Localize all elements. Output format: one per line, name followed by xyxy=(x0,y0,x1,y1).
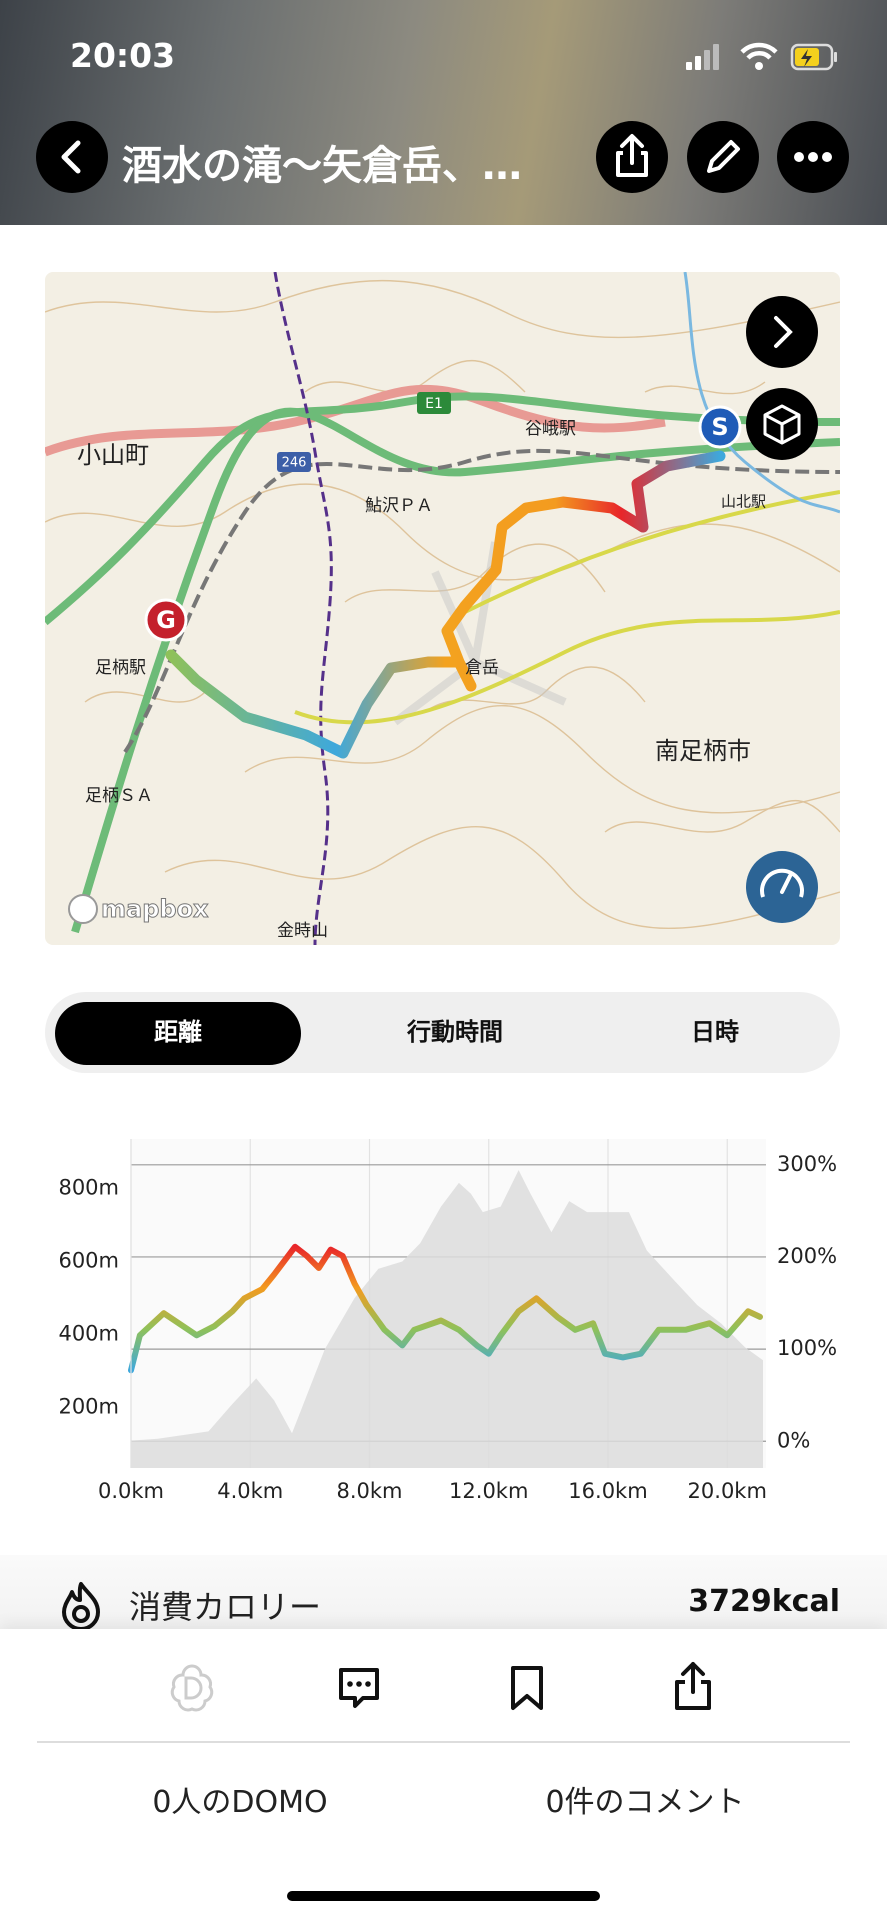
road-minor xyxy=(294,610,840,725)
back-icon xyxy=(61,140,81,174)
y2-tick-label: 300% xyxy=(777,1152,837,1176)
map-label: 246 xyxy=(282,456,307,471)
start-marker-label: S xyxy=(711,413,728,441)
goal-marker-label: G xyxy=(156,606,176,634)
y-tick-label: 200m xyxy=(58,1395,119,1419)
fire-icon xyxy=(62,1582,100,1630)
home-indicator xyxy=(287,1891,600,1901)
chevron-icon xyxy=(774,316,793,348)
map-label: E1 xyxy=(425,396,443,412)
y-tick-label: 400m xyxy=(58,1322,119,1346)
edit-button[interactable] xyxy=(687,121,759,193)
highway xyxy=(45,392,840,626)
back-button[interactable] xyxy=(36,121,108,193)
y-tick-label: 600m xyxy=(58,1248,119,1272)
map-label: 山北駅 xyxy=(721,493,766,511)
divider xyxy=(37,1741,850,1743)
bookmark-button[interactable] xyxy=(501,1662,553,1714)
road-minor xyxy=(464,490,840,614)
route xyxy=(165,450,726,759)
status-icons xyxy=(686,42,837,71)
route-shield xyxy=(277,452,311,472)
gauge-needle xyxy=(780,874,792,894)
goal-marker[interactable] xyxy=(144,598,188,642)
map[interactable]: 小山町 南足柄市 足柄駅 鮎沢ＰＡ 谷峨駅 倉岳 金時山 足柄ＳＡ 山北駅 E1… xyxy=(45,272,840,945)
route-shield xyxy=(417,392,451,414)
border xyxy=(273,272,333,945)
river xyxy=(683,272,840,514)
cube-icon xyxy=(763,404,801,445)
road xyxy=(45,384,666,457)
tab[interactable]: 日時 xyxy=(691,1018,739,1046)
attribution: mapbox xyxy=(101,895,209,923)
map-label: 南足柄市 xyxy=(655,737,751,765)
x-tick-label: 16.0km xyxy=(568,1479,647,1503)
activity-title: 酒水の滝〜矢倉岳、… xyxy=(122,143,522,189)
comment-count[interactable]: 0件のコメント xyxy=(545,1785,745,1820)
tab[interactable]: 距離 xyxy=(154,1018,202,1046)
gauge-icon xyxy=(760,868,804,898)
status-time: 20:03 xyxy=(70,36,176,75)
start-marker[interactable] xyxy=(698,405,742,449)
stat-value: 3729kcal xyxy=(688,1584,840,1619)
map-label: 金時山 xyxy=(277,921,328,941)
map-label: 小山町 xyxy=(77,441,149,469)
y2-tick-label: 100% xyxy=(777,1336,837,1360)
x-tick-label: 8.0km xyxy=(336,1479,402,1503)
tab[interactable]: 行動時間 xyxy=(407,1018,503,1046)
x-tick-label: 20.0km xyxy=(688,1479,767,1503)
map-label: 足柄駅 xyxy=(95,658,146,678)
y-tick-label: 800m xyxy=(58,1175,119,1199)
map-label: 鮎沢ＰＡ xyxy=(365,496,433,516)
y2-tick-label: 0% xyxy=(777,1428,810,1452)
stat-label: 消費カロリー xyxy=(129,1588,322,1626)
x-tick-label: 4.0km xyxy=(217,1479,283,1503)
map-label: 足柄ＳＡ xyxy=(85,786,153,806)
comment-button[interactable] xyxy=(333,1662,385,1714)
map-label: 倉岳 xyxy=(465,658,499,678)
more-button[interactable] xyxy=(777,121,849,193)
map-labels: 小山町 南足柄市 足柄駅 鮎沢ＰＡ 谷峨駅 倉岳 金時山 足柄ＳＡ 山北駅 E1… xyxy=(77,392,766,941)
elevation-area xyxy=(131,1170,763,1468)
map-label: 谷峨駅 xyxy=(525,419,576,439)
mapbox-logo xyxy=(68,894,98,924)
domo-count[interactable]: 0人のDOMO xyxy=(152,1785,328,1820)
pace-line xyxy=(128,1243,763,1374)
domo-button[interactable] xyxy=(166,1662,218,1714)
chart: 0.0km 4.0km 8.0km 12.0km 16.0km 20.0km 200m 400… xyxy=(58,1139,837,1503)
edit-icon xyxy=(707,140,740,173)
highway xyxy=(71,407,840,934)
share-button[interactable] xyxy=(596,121,668,193)
stat-row xyxy=(0,1555,887,1630)
segmented-control: 距離 行動時間 日時 xyxy=(45,992,840,1073)
share-bottom-button[interactable] xyxy=(667,1660,719,1714)
tab-active-pill xyxy=(55,1002,301,1065)
map-expand-button[interactable] xyxy=(746,296,818,368)
y2-tick-label: 200% xyxy=(777,1244,837,1268)
speed-button[interactable] xyxy=(746,851,818,923)
x-tick-label: 0.0km xyxy=(98,1479,164,1503)
x-tick-label: 12.0km xyxy=(449,1479,528,1503)
bottom-bar xyxy=(0,1629,887,1920)
share-icon xyxy=(616,134,648,177)
more-icon xyxy=(794,152,832,162)
